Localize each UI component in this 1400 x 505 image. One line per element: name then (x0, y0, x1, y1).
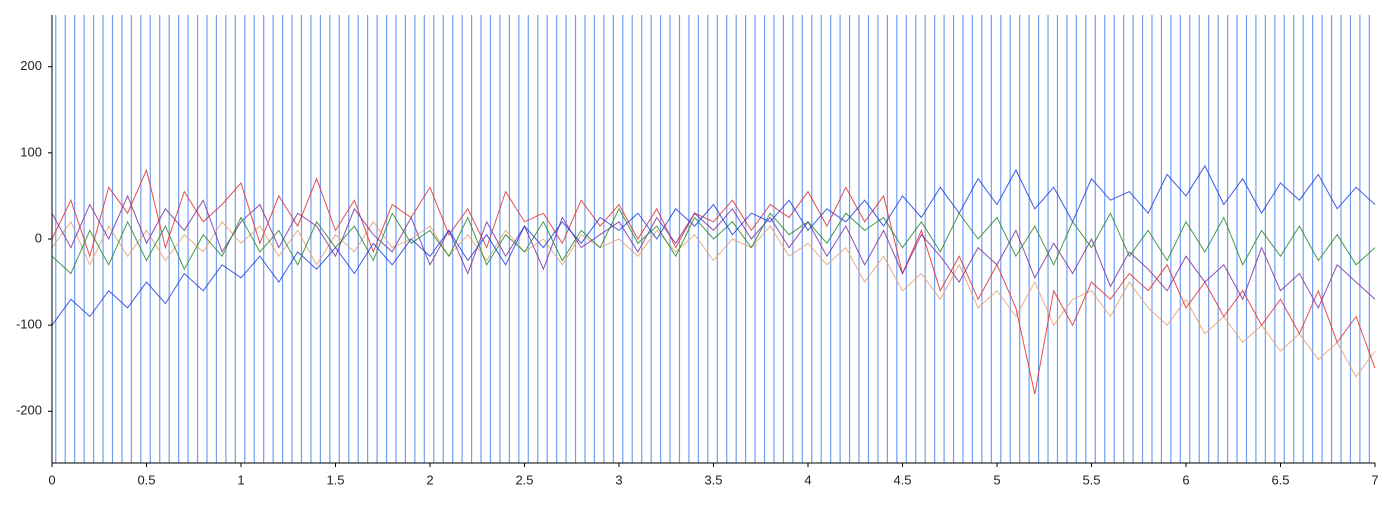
traces (51, 164, 1376, 395)
trace (51, 194, 1376, 310)
trace (51, 220, 1376, 378)
x-tick-label: 6.5 (1271, 472, 1289, 487)
x-tick-label: 6 (1182, 472, 1189, 487)
event-markers (55, 15, 1370, 463)
x-tick-label: 5 (993, 472, 1000, 487)
x-tick-label: 3 (615, 472, 622, 487)
x-tick-label: 2 (426, 472, 433, 487)
trace (51, 168, 1376, 395)
x-tick-label: 0 (48, 472, 55, 487)
x-tick-label: 1 (237, 472, 244, 487)
y-tick-label: 100 (20, 144, 42, 159)
x-tick-label: 2.5 (515, 472, 533, 487)
x-tick-label: 3.5 (704, 472, 722, 487)
y-tick-label: -100 (16, 317, 42, 332)
x-tick-label: 1.5 (326, 472, 344, 487)
axes: -200 -100 0 100 200 0 0.5 1 1.5 2 2.5 3 3.5 4 4.5 5 5.5 6… (16, 15, 1379, 487)
y-tick-label: 0 (35, 230, 42, 245)
x-tick-label: 4 (804, 472, 811, 487)
x-tick-label: 4.5 (893, 472, 911, 487)
y-tick-label: -200 (16, 403, 42, 418)
y-tick-label: 200 (20, 58, 42, 73)
trace (51, 164, 1376, 326)
x-tick-label: 5.5 (1082, 472, 1100, 487)
x-tick-label: 0.5 (137, 472, 155, 487)
trace (51, 207, 1376, 275)
x-tick-label: 7 (1371, 472, 1378, 487)
